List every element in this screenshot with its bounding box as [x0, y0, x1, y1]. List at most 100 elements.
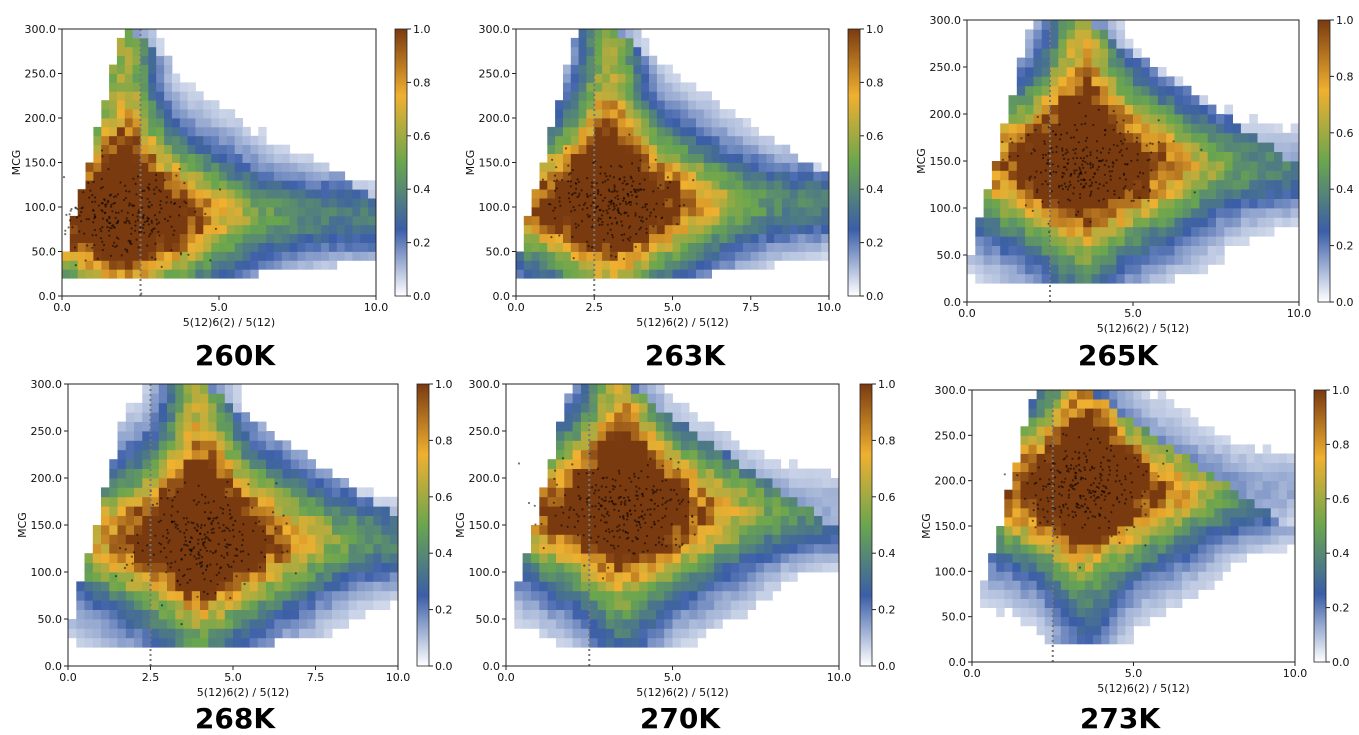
heatmap-cell	[1108, 76, 1117, 87]
heatmap-cell	[307, 553, 316, 563]
heatmap-cell	[1083, 123, 1092, 134]
heatmap-cell	[1033, 114, 1043, 124]
heatmap-cell	[711, 198, 720, 208]
heatmap-cell	[672, 478, 682, 488]
data-point	[1103, 173, 1106, 176]
heatmap-cell	[125, 478, 135, 488]
heatmap-cell	[1182, 264, 1192, 275]
heatmap-cell	[531, 242, 540, 252]
heatmap-cell	[224, 637, 234, 648]
data-point	[611, 236, 615, 239]
heatmap-cell	[297, 233, 306, 243]
heatmap-cell	[1025, 114, 1034, 124]
data-point	[613, 184, 616, 187]
data-point	[629, 201, 633, 204]
data-point	[1089, 163, 1092, 166]
heatmap-cell	[594, 109, 603, 119]
heatmap-cell	[164, 64, 173, 74]
heatmap-cell	[297, 224, 306, 235]
heatmap-cell	[747, 487, 757, 498]
heatmap-cell	[586, 260, 595, 270]
heatmap-cell	[124, 251, 134, 261]
heatmap-cell	[249, 619, 259, 629]
x-tick-label: 2.5	[142, 671, 160, 684]
data-point	[173, 520, 176, 523]
heatmap-cell	[1133, 67, 1142, 77]
heatmap-cell	[250, 144, 259, 154]
heatmap-cell	[344, 189, 353, 199]
heatmap-cell	[266, 431, 275, 441]
heatmap-cell	[150, 402, 160, 413]
heatmap-cell	[1133, 189, 1142, 199]
heatmap-cell	[1207, 179, 1217, 190]
data-point	[204, 546, 207, 549]
heatmap-cell	[191, 590, 201, 601]
heatmap-cell	[117, 637, 127, 648]
heatmap-cell	[336, 233, 346, 243]
heatmap-cell	[639, 487, 648, 498]
heatmap-cell	[187, 171, 196, 181]
heatmap-cell	[622, 468, 632, 479]
heatmap-cell	[609, 269, 619, 279]
data-point	[1075, 156, 1078, 160]
heatmap-cell	[299, 525, 308, 535]
heatmap-cell	[1166, 161, 1175, 171]
heatmap-cell	[755, 525, 765, 535]
heatmap-cell	[633, 269, 642, 279]
heatmap-cell	[360, 242, 369, 252]
heatmap-cell	[167, 515, 176, 526]
heatmap-cell	[605, 431, 615, 441]
heatmap-cell	[547, 590, 557, 601]
heatmap-cell	[156, 269, 165, 279]
data-point	[1036, 115, 1039, 118]
data-point	[99, 227, 102, 231]
data-point	[559, 204, 562, 207]
heatmap-cell	[983, 255, 993, 265]
heatmap-cell	[234, 207, 243, 217]
heatmap-cell	[735, 162, 744, 172]
heatmap-cell	[273, 144, 283, 154]
data-point	[143, 221, 146, 224]
data-point	[147, 563, 150, 566]
heatmap-cell	[614, 440, 623, 451]
heatmap-cell	[641, 144, 650, 154]
heatmap-cell	[241, 412, 250, 422]
heatmap-cell	[1050, 264, 1059, 275]
heatmap-cell	[1232, 132, 1242, 143]
data-point	[1147, 199, 1150, 202]
heatmap-cell	[1149, 85, 1159, 96]
heatmap-cell	[609, 171, 619, 181]
heatmap-cell	[1016, 85, 1026, 96]
heatmap-cell	[1091, 236, 1101, 246]
heatmap-cell	[274, 572, 283, 582]
heatmap-cell	[340, 478, 349, 488]
x-tick-label: 0.0	[507, 301, 525, 314]
heatmap-cell	[555, 126, 564, 137]
heatmap-cell	[602, 64, 611, 74]
data-point	[570, 210, 573, 213]
data-point	[1061, 176, 1064, 179]
heatmap-cell	[1058, 161, 1067, 171]
heatmap-cell	[140, 207, 149, 217]
heatmap-cell	[564, 562, 573, 573]
heatmap-cell	[183, 600, 193, 610]
heatmap-cell	[340, 581, 349, 592]
heatmap-cell	[142, 590, 151, 601]
y-tick-label: 150.0	[25, 157, 57, 170]
heatmap-cell	[563, 91, 572, 101]
heatmap-cell	[730, 600, 740, 610]
heatmap-cell	[101, 251, 110, 261]
heatmap-cell	[93, 207, 102, 217]
heatmap-cell	[175, 590, 184, 601]
heatmap-cell	[321, 233, 330, 243]
heatmap-cell	[242, 260, 251, 270]
heatmap-cell	[373, 581, 382, 592]
heatmap-cell	[219, 224, 228, 235]
heatmap-cell	[77, 224, 86, 235]
x-tick-label: 10.0	[386, 671, 411, 684]
data-point	[1028, 179, 1031, 182]
heatmap-cell	[625, 29, 634, 39]
heatmap-cell	[539, 198, 548, 208]
heatmap-cell	[142, 600, 151, 610]
heatmap-cell	[1191, 132, 1200, 143]
